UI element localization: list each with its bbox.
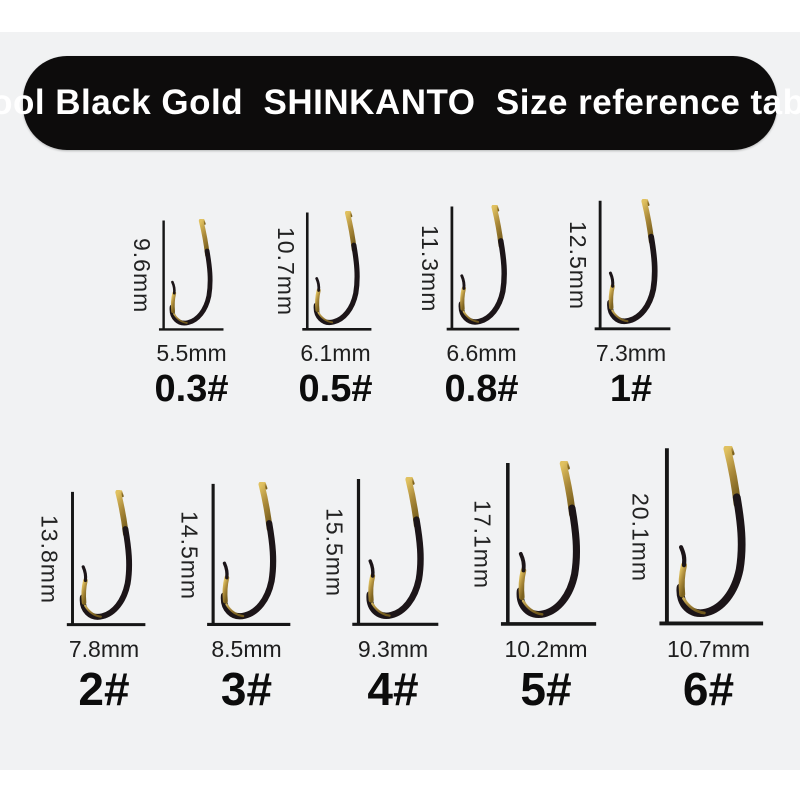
- hook-size-label: 0.5#: [298, 368, 373, 410]
- hook-row-large-sizes: 13.8mm 7.8mm 2# 14.5mm 8.5mm 3# 15.5mm: [0, 446, 800, 714]
- fish-hook-image: [347, 477, 439, 629]
- hook-row-small-sizes: 9.6mm 5.5mm 0.3# 10.7mm 6.1mm 0.5# 11.3m…: [0, 199, 800, 410]
- hook-height-label: 9.6mm: [129, 238, 156, 314]
- hook-figure-3: 14.5mm 8.5mm 3#: [176, 482, 291, 714]
- hook-figure-0-5: 10.7mm 6.1mm 0.5#: [272, 211, 372, 410]
- hook-width-label: 6.1mm: [300, 340, 371, 366]
- title-pill: Cool Black Gold SHINKANTO Size reference…: [0, 56, 800, 150]
- hook-figure-0-3: 9.6mm 5.5mm 0.3#: [129, 219, 229, 410]
- fish-hook-image: [590, 199, 671, 333]
- hook-height-label: 11.3mm: [416, 225, 443, 313]
- hook-width-label: 5.5mm: [156, 340, 227, 366]
- fish-hook-image: [62, 490, 146, 629]
- hook-width-label: 7.3mm: [595, 340, 667, 366]
- fish-hook-image: [442, 205, 520, 333]
- hook-figure-6: 20.1mm 10.7mm 6#: [627, 446, 764, 714]
- fish-hook-image: [495, 461, 597, 629]
- fish-hook-image: [155, 219, 224, 333]
- hook-size-label: 2#: [78, 663, 130, 715]
- content-panel: Cool Black Gold SHINKANTO Size reference…: [0, 32, 800, 770]
- hook-height-label: 20.1mm: [627, 492, 654, 583]
- hook-height-label: 15.5mm: [321, 508, 348, 598]
- hook-height-label: 14.5mm: [176, 510, 203, 601]
- hook-width-label: 8.5mm: [211, 636, 282, 662]
- hook-size-label: 0.3#: [154, 368, 229, 410]
- hook-size-label: 6#: [682, 663, 735, 715]
- hook-width-label: 9.3mm: [357, 636, 429, 662]
- hook-size-label: 3#: [220, 663, 273, 715]
- hook-size-label: 1#: [609, 368, 653, 410]
- hook-figure-5: 17.1mm 10.2mm 5#: [469, 461, 597, 714]
- hook-size-label: 5#: [520, 663, 572, 715]
- hook-figure-4: 15.5mm 9.3mm 4#: [321, 477, 439, 714]
- hook-size-label: 0.8#: [444, 368, 519, 410]
- hook-height-label: 12.5mm: [564, 221, 591, 311]
- hook-figure-2: 13.8mm 7.8mm 2#: [36, 490, 146, 714]
- hook-figure-0-8: 11.3mm 6.6mm 0.8#: [416, 205, 520, 410]
- fish-hook-image: [298, 211, 372, 333]
- hook-width-label: 10.2mm: [504, 636, 588, 662]
- hook-width-label: 10.7mm: [666, 636, 751, 662]
- hook-size-label: 4#: [367, 663, 419, 715]
- hook-height-label: 10.7mm: [272, 227, 299, 317]
- page-title: Cool Black Gold SHINKANTO Size reference…: [0, 83, 800, 122]
- hook-height-label: 13.8mm: [36, 514, 63, 605]
- fish-hook-image: [202, 482, 291, 629]
- hook-width-label: 6.6mm: [446, 340, 517, 366]
- hook-height-label: 17.1mm: [469, 500, 496, 590]
- fish-hook-image: [653, 446, 764, 629]
- hook-figure-1: 12.5mm 7.3mm 1#: [564, 199, 671, 410]
- hook-width-label: 7.8mm: [68, 636, 140, 662]
